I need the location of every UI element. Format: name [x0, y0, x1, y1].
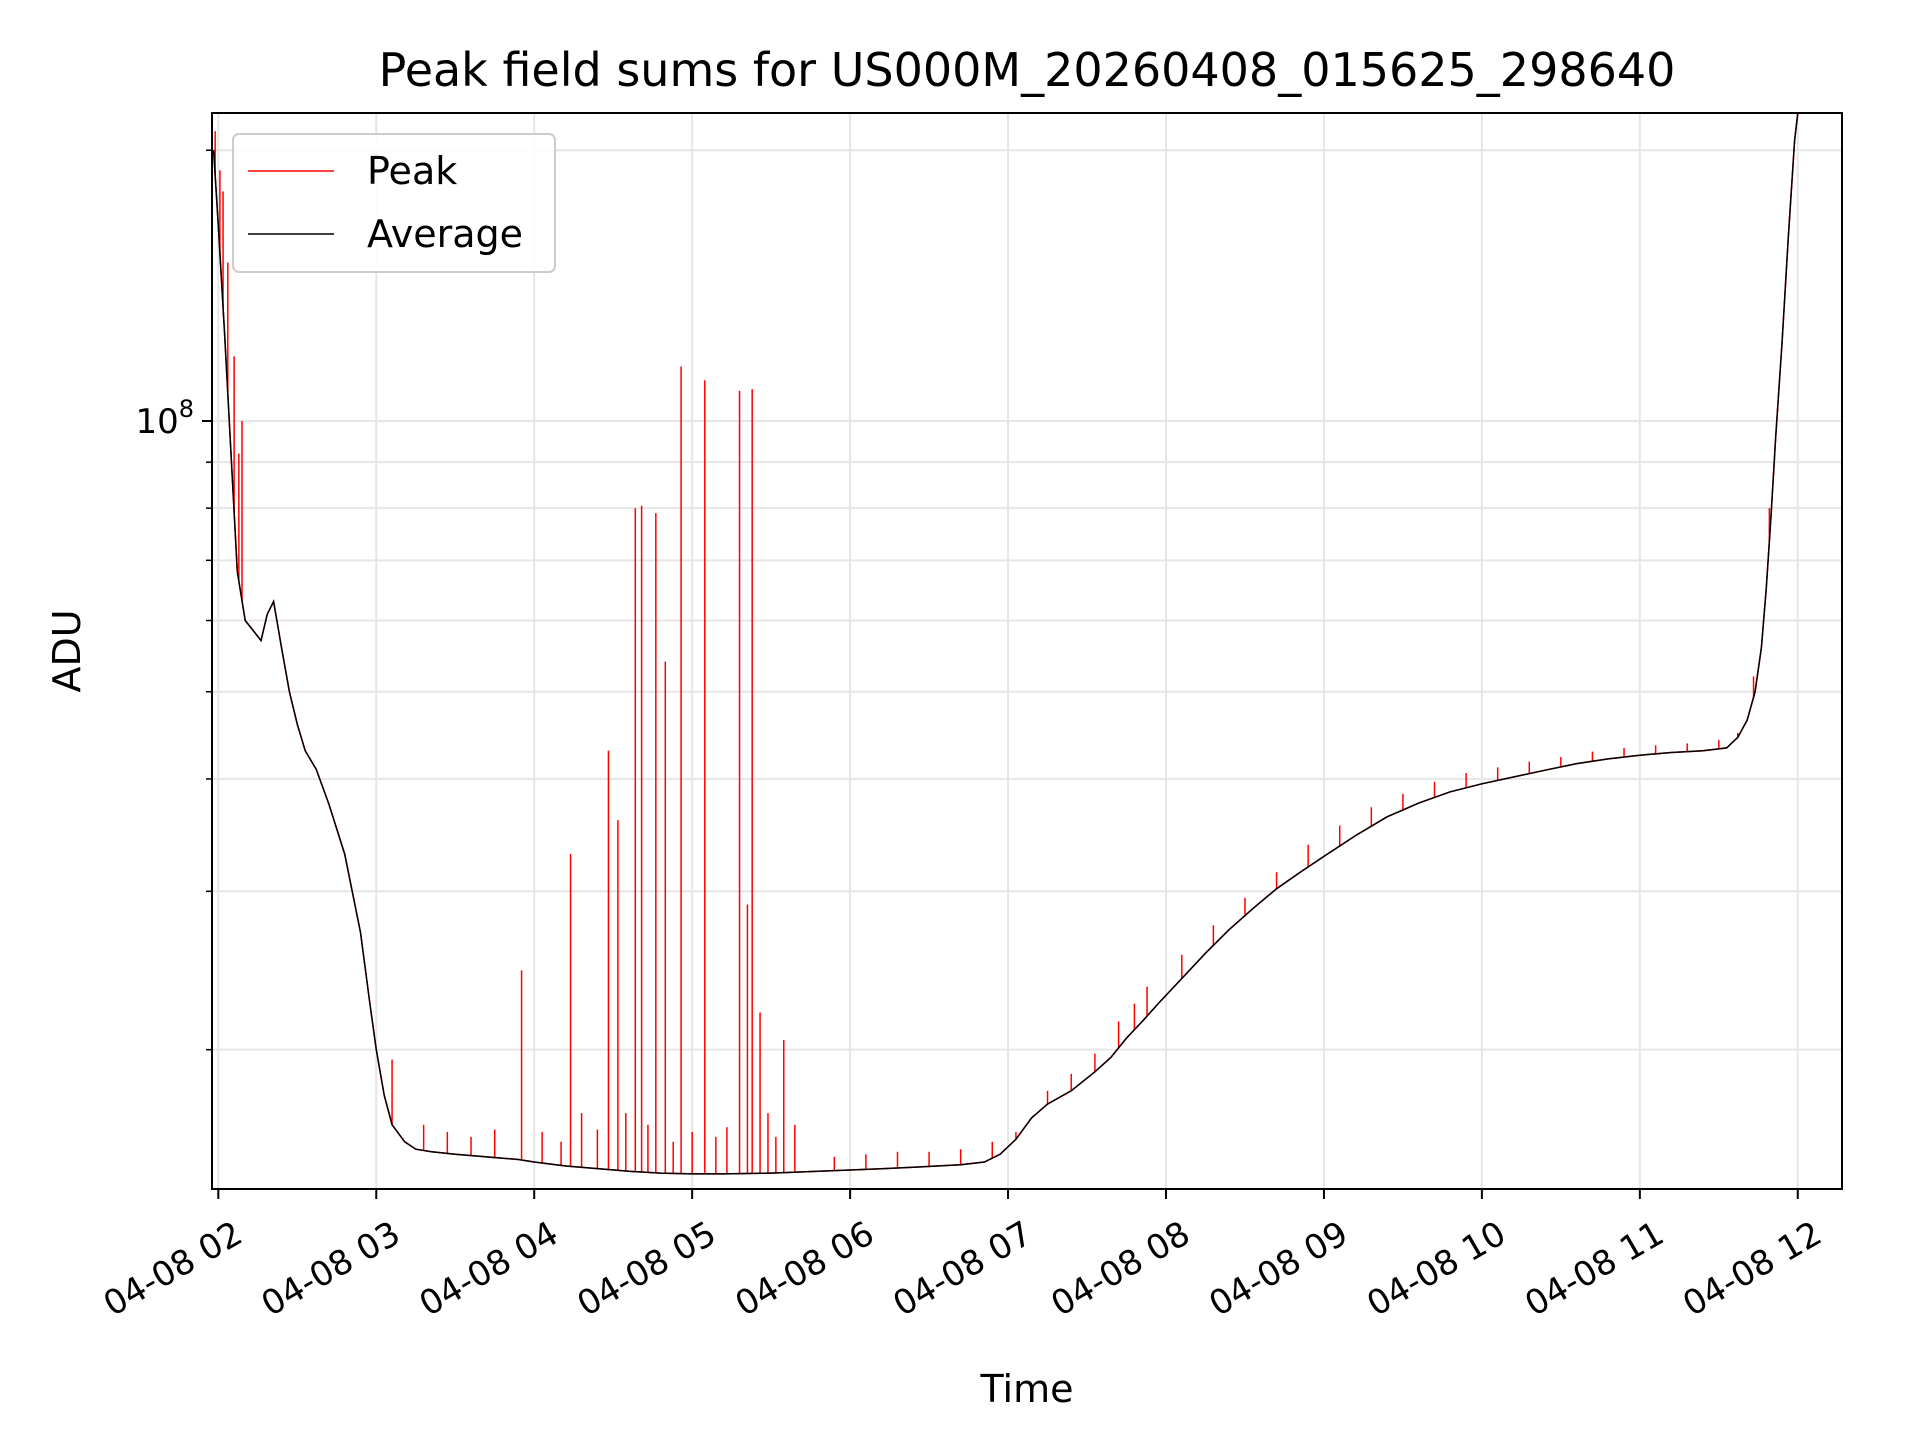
- average-series-line: [212, 112, 1799, 1175]
- legend: Peak Average: [232, 133, 556, 273]
- series-layer: [212, 112, 1799, 1175]
- plot-area: [212, 113, 1842, 1189]
- y-axis-ticks: 108: [135, 149, 212, 1051]
- legend-label-peak: Peak: [367, 149, 457, 193]
- plot-frame: [211, 112, 1843, 1190]
- y-major-tick-label: 108: [135, 395, 194, 442]
- legend-box: [232, 133, 556, 273]
- x-axis-label: Time: [980, 1367, 1074, 1411]
- legend-label-average: Average: [367, 212, 523, 256]
- chart-title: Peak field sums for US000M_20260408_0156…: [379, 43, 1676, 97]
- y-axis-label: ADU: [45, 609, 89, 692]
- grid: [212, 113, 1842, 1189]
